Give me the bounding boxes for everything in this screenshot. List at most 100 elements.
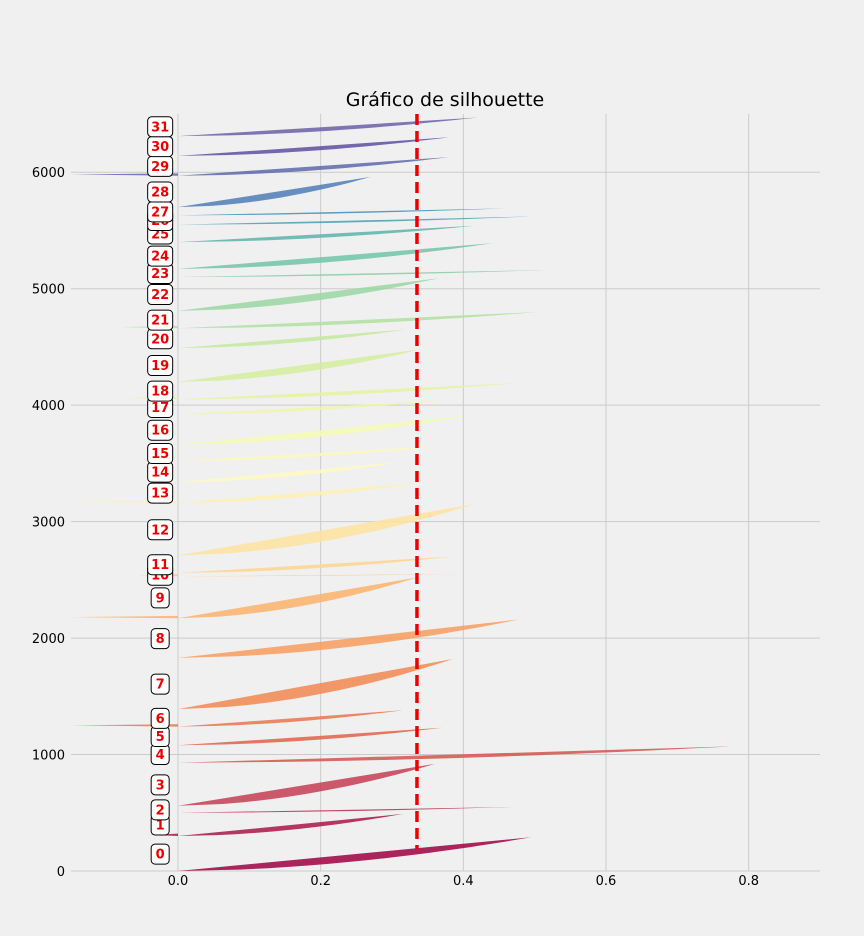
cluster-label-24: 24: [147, 245, 174, 267]
cluster-label-18: 18: [147, 380, 174, 402]
cluster-area-29: [178, 157, 450, 176]
x-tick-label: 0.8: [738, 874, 759, 889]
cluster-label-box: [150, 707, 170, 729]
cluster-label-21: 21: [147, 309, 174, 331]
x-tick-label: 0.0: [168, 874, 189, 889]
cluster-label-11: 11: [147, 554, 174, 576]
cluster-area-16: [178, 415, 467, 445]
cluster-area-24: [178, 243, 492, 269]
cluster-label-2: 2: [150, 799, 170, 821]
cluster-label-16: 16: [147, 419, 174, 441]
cluster-label-30: 30: [147, 136, 174, 158]
cluster-label-box: [147, 181, 174, 203]
y-tick-label: 6000: [32, 166, 65, 181]
cluster-label-box: [147, 116, 174, 138]
cluster-area-21: [178, 311, 539, 329]
cluster-label-15: 15: [147, 442, 174, 464]
cluster-label-9: 9: [150, 587, 170, 609]
cluster-label-text: 0: [156, 848, 165, 863]
x-tick-label: 0.6: [596, 874, 617, 889]
cluster-label-text: 29: [151, 160, 169, 175]
x-tick-label: 0.4: [453, 874, 474, 889]
cluster-label-box: [147, 442, 174, 464]
cluster-label-text: 9: [156, 591, 165, 606]
cluster-area-10: [178, 574, 462, 577]
cluster-area-20: [178, 329, 407, 349]
cluster-label-box: [147, 309, 174, 331]
cluster-label-box: [150, 774, 170, 796]
cluster-label-text: 25: [151, 227, 169, 242]
cluster-label-text: 8: [156, 632, 165, 647]
cluster-negative-9: [71, 615, 178, 619]
cluster-label-box: [147, 284, 174, 306]
cluster-area-15: [178, 445, 442, 462]
chart-title: Gráfico de silhouette: [346, 89, 545, 111]
cluster-label-29: 29: [147, 155, 174, 177]
cluster-area-30: [178, 137, 450, 156]
cluster-label-text: 3: [156, 778, 165, 793]
cluster-area-17: [178, 400, 442, 415]
cluster-label-text: 21: [151, 314, 169, 329]
cluster-area-25: [178, 225, 475, 243]
cluster-label-text: 17: [151, 401, 169, 416]
cluster-area-3: [178, 763, 435, 806]
cluster-label-13: 13: [147, 482, 174, 504]
cluster-area-23: [178, 270, 546, 278]
cluster-label-text: 19: [151, 359, 169, 374]
cluster-label-text: 13: [151, 487, 169, 502]
cluster-label-text: 20: [151, 332, 169, 347]
cluster-label-8: 8: [150, 628, 170, 650]
y-tick-label: 0: [57, 865, 65, 880]
cluster-label-text: 14: [151, 466, 169, 481]
cluster-label-22: 22: [147, 284, 174, 306]
cluster-label-box: [147, 380, 174, 402]
cluster-label-12: 12: [147, 519, 174, 541]
cluster-area-2: [178, 806, 512, 813]
cluster-label-17: 17: [147, 396, 174, 418]
cluster-label-box: [147, 245, 174, 267]
cluster-area-4: [178, 746, 731, 763]
y-tick-label: 2000: [32, 632, 65, 647]
cluster-label-3: 3: [150, 774, 170, 796]
cluster-area-26: [178, 216, 532, 225]
y-tick-label: 5000: [32, 283, 65, 298]
cluster-area-0: [178, 837, 532, 871]
x-tick-label: 0.2: [310, 874, 331, 889]
cluster-label-box: [147, 554, 174, 576]
cluster-label-box: [150, 628, 170, 650]
cluster-label-28: 28: [147, 181, 174, 203]
axis-ticks: 0.0 0.2 0.4 0.6 0.8 0 1000 2000 3000 4000 5000 6000: [32, 166, 759, 889]
cluster-label-19: 19: [147, 355, 174, 377]
cluster-areas: [71, 117, 731, 871]
cluster-label-20: 20: [147, 328, 174, 350]
cluster-area-6: [178, 710, 403, 727]
cluster-area-31: [178, 117, 478, 137]
y-tick-label: 4000: [32, 399, 65, 414]
cluster-label-text: 22: [151, 288, 169, 303]
cluster-area-13: [178, 483, 417, 503]
cluster-label-text: 15: [151, 447, 169, 462]
cluster-label-box: [150, 587, 170, 609]
cluster-label-text: 1: [156, 818, 165, 833]
y-tick-label: 1000: [32, 749, 65, 764]
cluster-area-12: [178, 504, 475, 556]
cluster-label-text: 31: [151, 120, 169, 135]
cluster-label-5: 5: [150, 725, 170, 747]
cluster-area-27: [178, 208, 507, 216]
cluster-label-7: 7: [150, 673, 170, 695]
cluster-label-14: 14: [147, 461, 174, 483]
cluster-label-text: 28: [151, 186, 169, 201]
cluster-label-31: 31: [147, 116, 174, 138]
cluster-area-19: [178, 349, 421, 382]
cluster-label-text: 2: [156, 803, 165, 818]
cluster-area-28: [178, 176, 371, 208]
cluster-label-27: 27: [147, 201, 174, 223]
cluster-label-text: 4: [156, 748, 165, 763]
cluster-label-text: 5: [156, 730, 165, 745]
cluster-label-0: 0: [150, 843, 170, 865]
cluster-label-text: 24: [151, 250, 169, 265]
cluster-area-11: [178, 556, 453, 573]
cluster-label-box: [147, 419, 174, 441]
cluster-label-text: 7: [156, 678, 165, 693]
